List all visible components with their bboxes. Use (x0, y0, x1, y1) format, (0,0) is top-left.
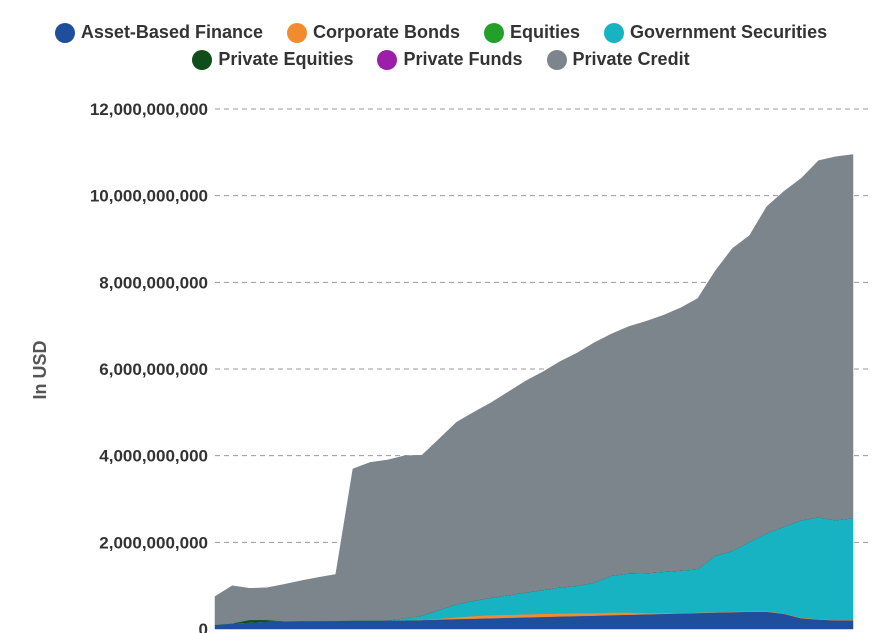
legend-label-equities: Equities (510, 22, 581, 42)
y-tick-label-2: 4,000,000,000 (99, 447, 208, 466)
area-series-private-credit[interactable] (214, 154, 854, 625)
legend-label-corporate-bonds: Corporate Bonds (312, 22, 460, 42)
y-tick-label-1: 2,000,000,000 (99, 533, 208, 552)
y-axis-title: In USD (30, 340, 50, 399)
y-tick-labels: 0 2,000,000,000 4,000,000,000 6,000,000,000… (90, 100, 208, 633)
y-tick-label-4: 8,000,000,000 (99, 273, 208, 292)
legend-swatch-government-securities (604, 22, 625, 43)
legend-item-government-securities[interactable]: Government Securities (604, 22, 827, 43)
legend-swatch-corporate-bonds (286, 22, 307, 43)
legend-item-asset-based-finance[interactable]: Asset-Based Finance (54, 22, 263, 43)
y-tick-label-6: 12,000,000,000 (90, 100, 208, 119)
legend-swatch-private-equities (192, 49, 213, 70)
legend-item-private-equities[interactable]: Private Equities (192, 49, 353, 70)
legend-label-asset-based-finance: Asset-Based Finance (80, 22, 263, 42)
legend-swatch-private-funds (377, 49, 398, 70)
legend-label-government-securities: Government Securities (630, 22, 828, 42)
legend-row-1: Asset-Based Finance Corporate Bonds Equi… (0, 22, 882, 43)
legend-label-private-funds: Private Funds (403, 49, 523, 69)
legend-swatch-private-credit (546, 49, 567, 70)
y-tick-label-3: 6,000,000,000 (99, 360, 208, 379)
legend-label-private-equities: Private Equities (218, 49, 354, 69)
area-layer (214, 154, 854, 630)
legend: Asset-Based Finance Corporate Bonds Equi… (0, 22, 882, 70)
legend-item-corporate-bonds[interactable]: Corporate Bonds (286, 22, 460, 43)
legend-item-equities[interactable]: Equities (484, 22, 580, 43)
legend-label-private-credit: Private Credit (572, 49, 690, 69)
legend-swatch-equities (484, 22, 504, 43)
y-tick-label-0: 0 (199, 620, 208, 633)
legend-item-private-credit[interactable]: Private Credit (546, 49, 690, 70)
legend-swatch-asset-based-finance (54, 22, 75, 43)
legend-row-2: Private Equities Private Funds Private C… (0, 49, 882, 70)
legend-item-private-funds[interactable]: Private Funds (377, 49, 523, 70)
y-tick-label-5: 10,000,000,000 (90, 187, 208, 206)
